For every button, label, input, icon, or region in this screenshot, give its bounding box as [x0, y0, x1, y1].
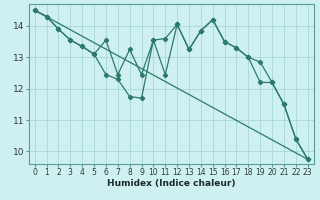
X-axis label: Humidex (Indice chaleur): Humidex (Indice chaleur): [107, 179, 236, 188]
